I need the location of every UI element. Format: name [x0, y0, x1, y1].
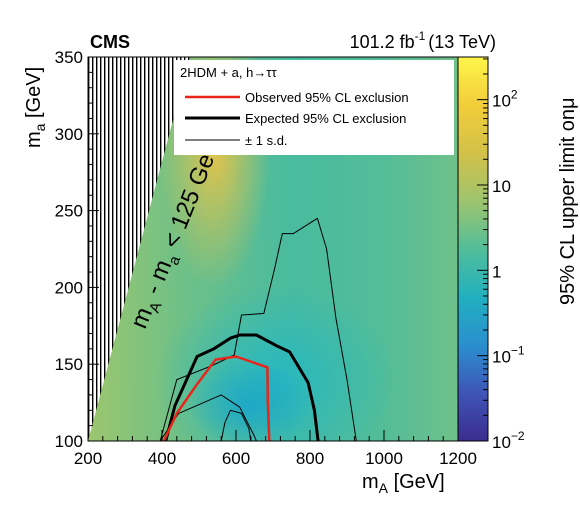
z-tick-label: 10 [492, 177, 511, 196]
colorbar: 102 10 1 10−1 10−2 95% CL upper limit onμ [457, 56, 579, 452]
y-tick-label: 200 [55, 278, 83, 297]
z-tick-label: 10−1 [492, 344, 525, 367]
contour-inner [220, 409, 252, 441]
legend-title: 2HDM + a, h→ττ [180, 65, 277, 80]
z-tick-label: 102 [492, 88, 518, 111]
legend-entry-observed: Observed 95% CL exclusion [245, 90, 409, 105]
y-axis-title: ma [GeV] [23, 67, 48, 148]
x-tick-label: 200 [74, 449, 102, 468]
y-tick-label: 100 [55, 432, 83, 451]
contour-expected [164, 333, 320, 441]
x-tick-label: 400 [148, 449, 176, 468]
z-tick-label: 1 [492, 262, 501, 281]
colorbar-title: 95% CL upper limit onμ [557, 97, 579, 305]
contour-plus-1sd [159, 217, 357, 441]
x-tick-label: 1200 [439, 449, 477, 468]
x-axis: 200 400 600 800 1000 1200 [74, 430, 477, 468]
y-tick-label: 300 [55, 125, 83, 144]
y-tick-label: 150 [55, 355, 83, 374]
colorbar-ticks: 102 10 1 10−1 10−2 [477, 58, 525, 452]
experiment-label: CMS [90, 32, 130, 52]
x-tick-label: 1000 [365, 449, 403, 468]
x-axis-title: mA [GeV] [362, 471, 445, 496]
legend-box [174, 60, 454, 155]
y-axis: 100 150 200 250 300 350 [55, 48, 99, 451]
legend-entry-expected: Expected 95% CL exclusion [245, 111, 406, 126]
x-tick-label: 800 [296, 449, 324, 468]
y-tick-label: 350 [55, 48, 83, 67]
heatmap-min-region [190, 360, 310, 441]
y-tick-label: 250 [55, 202, 83, 221]
z-tick-label: 10−2 [492, 429, 525, 452]
x-tick-label: 600 [222, 449, 250, 468]
contour-observed [162, 355, 271, 441]
excluded-region-hatch [88, 57, 190, 441]
contour-layer [159, 217, 357, 441]
colorbar-scale [457, 56, 489, 442]
legend-entry-1sd: ± 1 s.d. [245, 133, 288, 148]
legend: 2HDM + a, h→ττ Observed 95% CL exclusion… [174, 60, 454, 155]
lumi-label: 101.2 fb-1 (13 TeV) [350, 29, 496, 52]
